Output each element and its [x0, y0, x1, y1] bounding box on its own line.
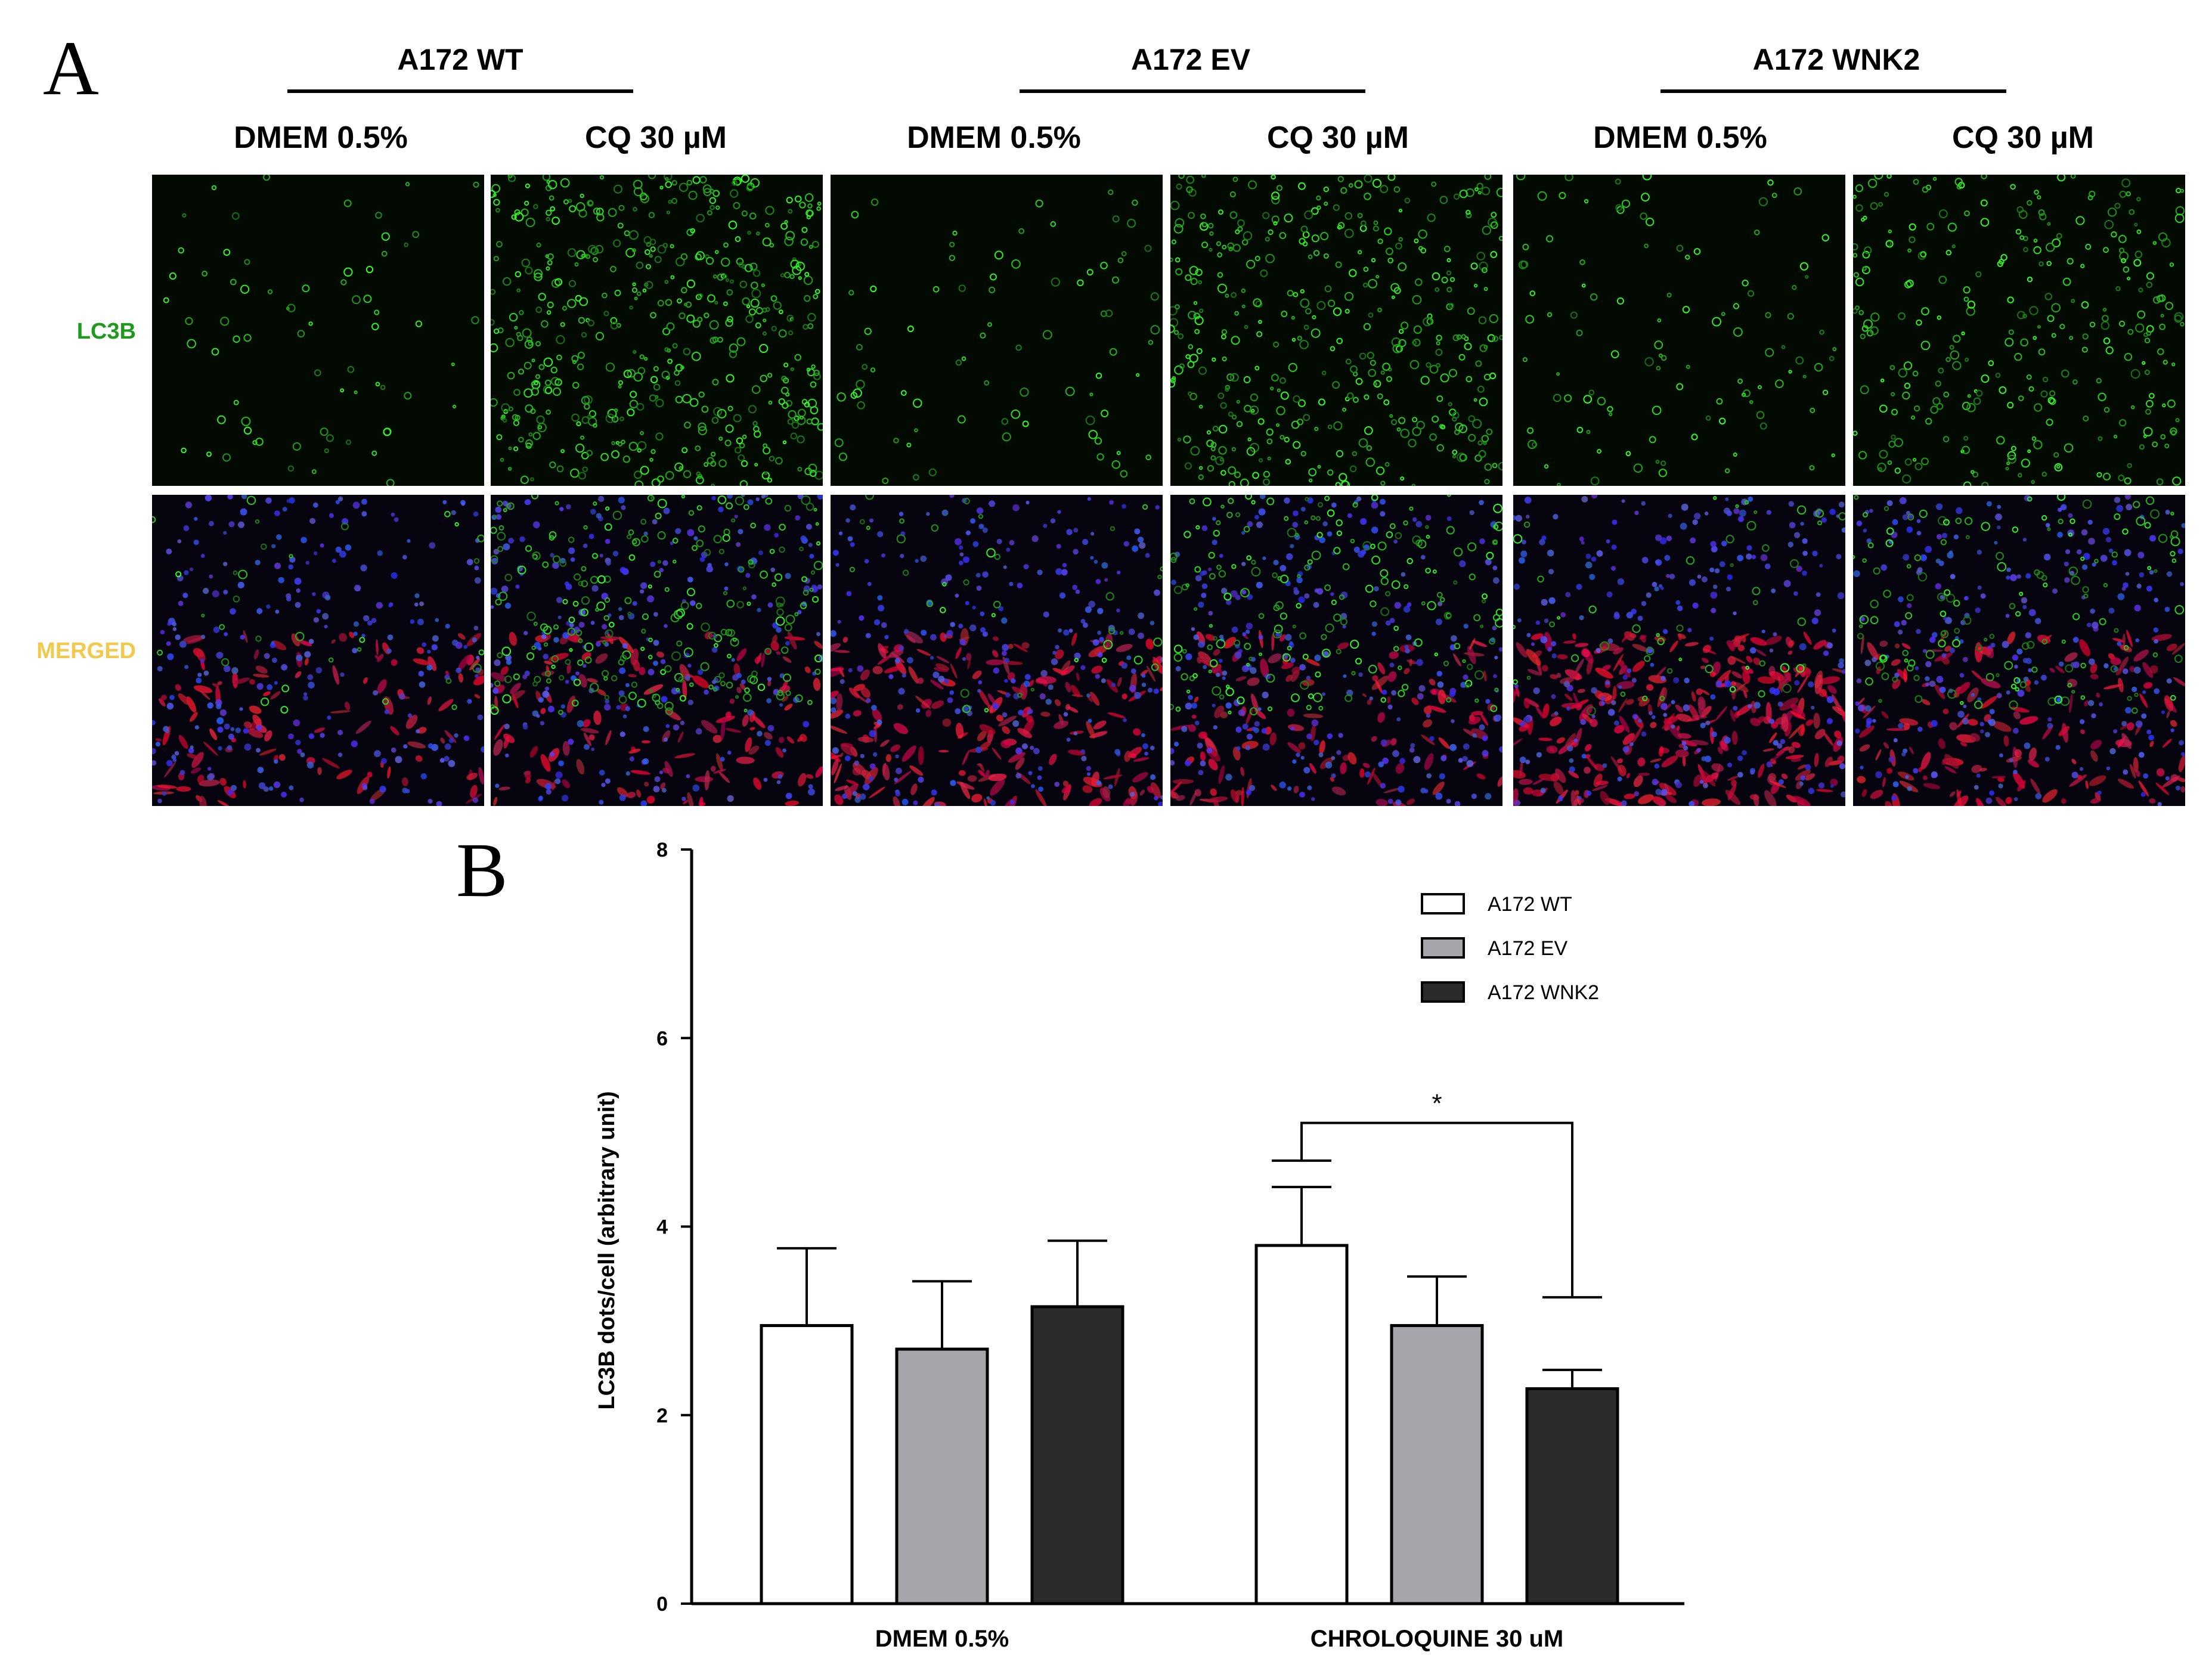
- lc3b-image-ev-cq: [1170, 175, 1502, 486]
- group-title-ev: A172 EV: [1130, 43, 1251, 76]
- merged-image-ev-cq: [1170, 495, 1502, 806]
- y-tick-label-4: 4: [656, 1216, 668, 1239]
- bar-a172-wnk2-1: [1525, 1387, 1619, 1605]
- row-label-lc3b: LC3B: [76, 319, 136, 344]
- legend-label-2: A172 WNK2: [1488, 981, 1599, 1004]
- significance-star-0: *: [1432, 1089, 1442, 1118]
- merged-image-wt-cq: [491, 495, 823, 806]
- lc3b-image-wnk2-dmem: [1513, 175, 1845, 486]
- bar-a172-ev-1: [1390, 1324, 1484, 1605]
- lc3b-image-wnk2-cq: [1853, 175, 2185, 486]
- bar-a172-wt-0: [760, 1324, 854, 1605]
- legend-label-1: A172 EV: [1488, 937, 1568, 960]
- merged-image-wt-dmem: [152, 495, 484, 806]
- condition-label-wt-dmem: DMEM 0.5%: [234, 120, 408, 155]
- panel-a-letter: A: [43, 26, 99, 111]
- y-tick-label-8: 8: [656, 839, 668, 861]
- group-title-wt: A172 WT: [397, 43, 523, 76]
- y-tick-label-2: 2: [656, 1405, 668, 1427]
- legend-swatch-1: [1421, 937, 1465, 959]
- condition-label-wnk2-cq: CQ 30 µM: [1951, 120, 2094, 155]
- condition-label-wnk2-dmem: DMEM 0.5%: [1593, 120, 1767, 155]
- lc3b-image-wt-cq: [491, 175, 823, 486]
- panel-b-letter: B: [456, 827, 508, 913]
- merged-image-wnk2-cq: [1853, 495, 2185, 806]
- group-line-ev: [1020, 89, 1365, 93]
- y-tick-label-6: 6: [656, 1027, 668, 1050]
- legend-swatch-0: [1421, 893, 1465, 914]
- condition-label-wt-cq: CQ 30 µM: [584, 120, 727, 155]
- x-tick-label-0: DMEM 0.5%: [875, 1626, 1009, 1652]
- bar-a172-ev-0: [895, 1347, 989, 1605]
- merged-image-wnk2-dmem: [1513, 495, 1845, 806]
- group-line-wt: [287, 89, 633, 93]
- y-tick-label-0: 0: [656, 1593, 668, 1616]
- x-tick-label-1: CHROLOQUINE 30 uM: [1311, 1626, 1563, 1652]
- significance-bracket-0: [1300, 1121, 1573, 1298]
- group-line-wnk2: [1660, 89, 2006, 93]
- condition-label-ev-dmem: DMEM 0.5%: [907, 120, 1081, 155]
- legend-label-0: A172 WT: [1488, 893, 1572, 916]
- merged-image-ev-dmem: [831, 495, 1163, 806]
- legend-swatch-2: [1421, 981, 1465, 1003]
- row-label-merged: MERGED: [36, 638, 136, 664]
- y-axis-label: LC3B dots/cell (arbitrary unit): [594, 1091, 619, 1409]
- lc3b-image-wt-dmem: [152, 175, 484, 486]
- group-title-wnk2: A172 WNK2: [1752, 43, 1920, 76]
- bar-a172-wt-1: [1254, 1244, 1349, 1605]
- condition-label-ev-cq: CQ 30 µM: [1266, 120, 1409, 155]
- bar-a172-wnk2-0: [1030, 1305, 1124, 1605]
- lc3b-image-ev-dmem: [831, 175, 1163, 486]
